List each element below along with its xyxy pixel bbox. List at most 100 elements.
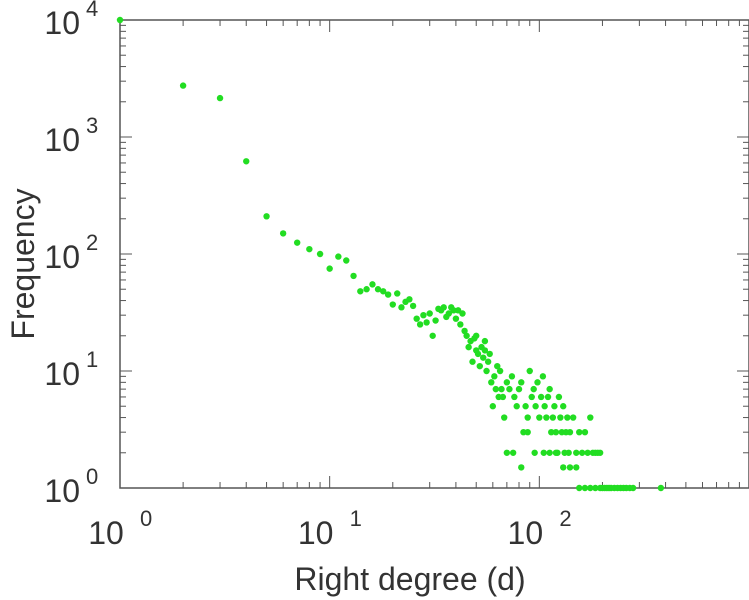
data-point — [548, 428, 555, 436]
data-point — [536, 414, 543, 421]
data-point — [499, 393, 507, 401]
x-tick-label: 10 — [88, 515, 124, 551]
x-tick-exponent: 0 — [140, 506, 152, 531]
data-point — [263, 213, 270, 220]
data-point — [461, 327, 468, 335]
data-point — [506, 385, 513, 393]
data-point — [578, 449, 586, 456]
data-point — [587, 484, 594, 492]
data-point — [420, 311, 427, 319]
data-point — [481, 337, 489, 345]
data-point — [524, 428, 531, 436]
data-point — [501, 414, 508, 421]
minor-ticks — [120, 20, 749, 488]
data-point — [350, 272, 357, 280]
data-point — [552, 449, 560, 456]
y-tick-label: 10 — [44, 356, 80, 392]
data-point — [452, 315, 460, 322]
data-point — [432, 317, 439, 324]
data-point — [508, 373, 516, 380]
data-point — [513, 403, 520, 410]
plot-area-frame — [119, 19, 749, 489]
data-point — [566, 464, 574, 471]
data-point — [511, 393, 518, 401]
data-point — [564, 414, 571, 421]
data-point — [488, 379, 495, 386]
y-tick-exponent: 1 — [86, 347, 98, 372]
data-point — [592, 484, 599, 492]
major-ticks — [119, 20, 749, 489]
data-point — [560, 403, 567, 410]
data-point — [541, 403, 548, 410]
data-point — [596, 449, 604, 456]
data-point — [546, 385, 553, 393]
data-point — [398, 304, 405, 311]
data-point — [463, 332, 470, 339]
data-point — [429, 332, 436, 339]
data-point — [552, 428, 560, 436]
data-point — [565, 449, 572, 456]
data-point — [503, 379, 511, 386]
data-point — [306, 245, 313, 253]
data-point — [357, 288, 364, 295]
data-point — [573, 449, 580, 456]
data-point — [486, 350, 493, 358]
data-point — [179, 82, 187, 89]
data-point — [576, 428, 583, 436]
data-point — [445, 310, 452, 317]
data-point — [389, 301, 396, 308]
data-point — [440, 304, 447, 311]
data-point — [581, 428, 589, 436]
data-point — [524, 414, 531, 421]
data-point — [457, 321, 464, 328]
data-point — [503, 449, 511, 456]
data-point — [587, 414, 594, 421]
data-point — [279, 230, 287, 237]
data-point — [584, 449, 591, 456]
data-point — [498, 385, 505, 393]
data-point — [369, 281, 376, 288]
data-point — [546, 449, 553, 456]
data-point — [555, 393, 563, 401]
y-tick-label: 10 — [44, 5, 80, 41]
data-point — [531, 449, 538, 456]
data-point — [379, 288, 387, 295]
data-point — [363, 286, 370, 293]
data-point — [489, 403, 497, 410]
data-point — [481, 347, 489, 354]
data-point — [474, 350, 482, 358]
data-point — [343, 257, 350, 264]
data-point — [573, 464, 580, 471]
data-point — [496, 367, 504, 375]
data-point — [576, 484, 583, 492]
data-point — [426, 310, 433, 317]
y-tick-exponent: 3 — [86, 113, 98, 138]
data-point — [629, 484, 637, 492]
data-point — [326, 265, 333, 272]
data-point — [116, 16, 124, 24]
data-point — [484, 358, 492, 365]
data-point — [560, 464, 567, 471]
data-point — [528, 393, 535, 401]
data-point — [537, 393, 545, 401]
data-point — [316, 250, 324, 258]
data-points — [116, 16, 665, 492]
data-point — [509, 449, 517, 456]
data-point — [473, 332, 480, 339]
data-point — [515, 385, 523, 393]
data-point — [526, 367, 533, 375]
y-axis-label: Frequency — [5, 188, 41, 339]
data-point — [450, 307, 457, 314]
x-tick-exponent: 2 — [559, 506, 571, 531]
data-point — [413, 315, 420, 322]
data-point — [532, 403, 539, 410]
data-point — [384, 291, 392, 298]
data-point — [569, 414, 577, 421]
data-point — [518, 379, 525, 386]
data-point — [539, 373, 547, 380]
data-point — [543, 414, 550, 421]
data-point — [557, 414, 564, 421]
x-tick-label: 10 — [508, 515, 544, 551]
data-point — [335, 253, 342, 260]
